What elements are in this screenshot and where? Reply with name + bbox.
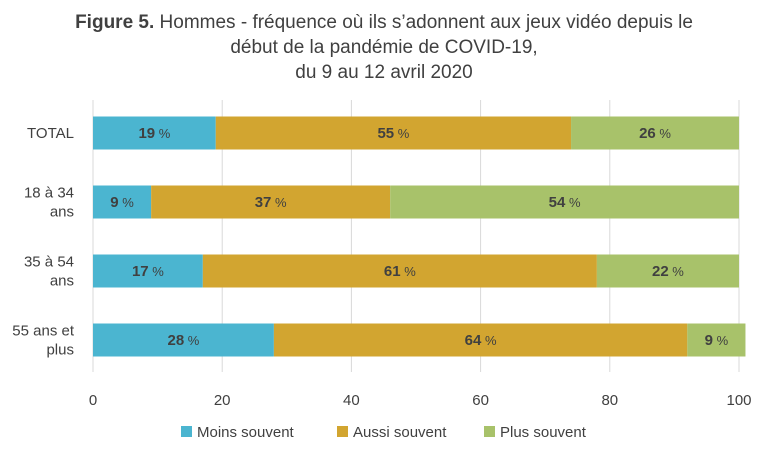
data-label-1-0: 9 % xyxy=(110,194,134,211)
legend-swatch-1 xyxy=(337,426,348,437)
legend-swatch-0 xyxy=(181,426,192,437)
legend-label-2: Plus souvent xyxy=(500,424,587,441)
title-line-1: Hommes - fréquence où ils s’adonnent aux… xyxy=(159,12,693,33)
data-label-0-2: 26 % xyxy=(639,125,671,142)
data-label-3-0: 28 % xyxy=(168,332,200,349)
bar-segment-1-1 xyxy=(151,185,391,219)
x-tick-label-1: 20 xyxy=(214,392,231,409)
category-label-1: 18 à 34 ans xyxy=(24,185,74,221)
x-tick-label-4: 80 xyxy=(601,392,618,409)
x-tick-label-2: 40 xyxy=(343,392,360,409)
data-label-0-1: 55 % xyxy=(377,125,409,142)
bar-segment-2-0 xyxy=(93,254,203,288)
legend-label-1: Aussi souvent xyxy=(353,424,447,441)
legend-label-0: Moins souvent xyxy=(197,424,295,441)
data-label-1-1: 37 % xyxy=(255,194,287,211)
bar-segment-1-2 xyxy=(390,185,739,219)
bar-segment-2-1 xyxy=(202,254,597,288)
bar-segment-3-1 xyxy=(273,323,688,357)
data-label-2-1: 61 % xyxy=(384,263,416,280)
data-label-0-0: 19 % xyxy=(138,125,170,142)
data-label-2-2: 22 % xyxy=(652,263,684,280)
bar-segment-0-1 xyxy=(215,116,572,150)
title-figure-label: Figure 5. xyxy=(75,12,155,33)
category-label-3: 55 ans et plus xyxy=(12,323,75,359)
bar-segment-0-0 xyxy=(93,116,216,150)
legend-swatch-2 xyxy=(484,426,495,437)
bar-segment-3-2 xyxy=(687,323,746,357)
category-label-0: TOTAL xyxy=(27,125,74,142)
title-line-3: du 9 au 12 avril 2020 xyxy=(295,62,473,83)
data-label-1-2: 54 % xyxy=(549,194,581,211)
bar-segment-0-2 xyxy=(571,116,739,150)
bar-segment-3-0 xyxy=(93,323,274,357)
bar-segment-1-0 xyxy=(93,185,152,219)
x-tick-label-0: 0 xyxy=(89,392,97,409)
category-label-2: 35 à 54 ans xyxy=(24,254,74,290)
chart-title: Figure 5. Hommes - fréquence où ils s’ad… xyxy=(0,10,768,85)
data-label-3-1: 64 % xyxy=(465,332,497,349)
title-line-2: début de la pandémie de COVID-19, xyxy=(230,37,538,58)
x-tick-label-3: 60 xyxy=(472,392,489,409)
x-tick-label-5: 100 xyxy=(726,392,751,409)
data-label-2-0: 17 % xyxy=(132,263,164,280)
data-label-3-2: 9 % xyxy=(705,332,729,349)
bar-segment-2-2 xyxy=(596,254,739,288)
